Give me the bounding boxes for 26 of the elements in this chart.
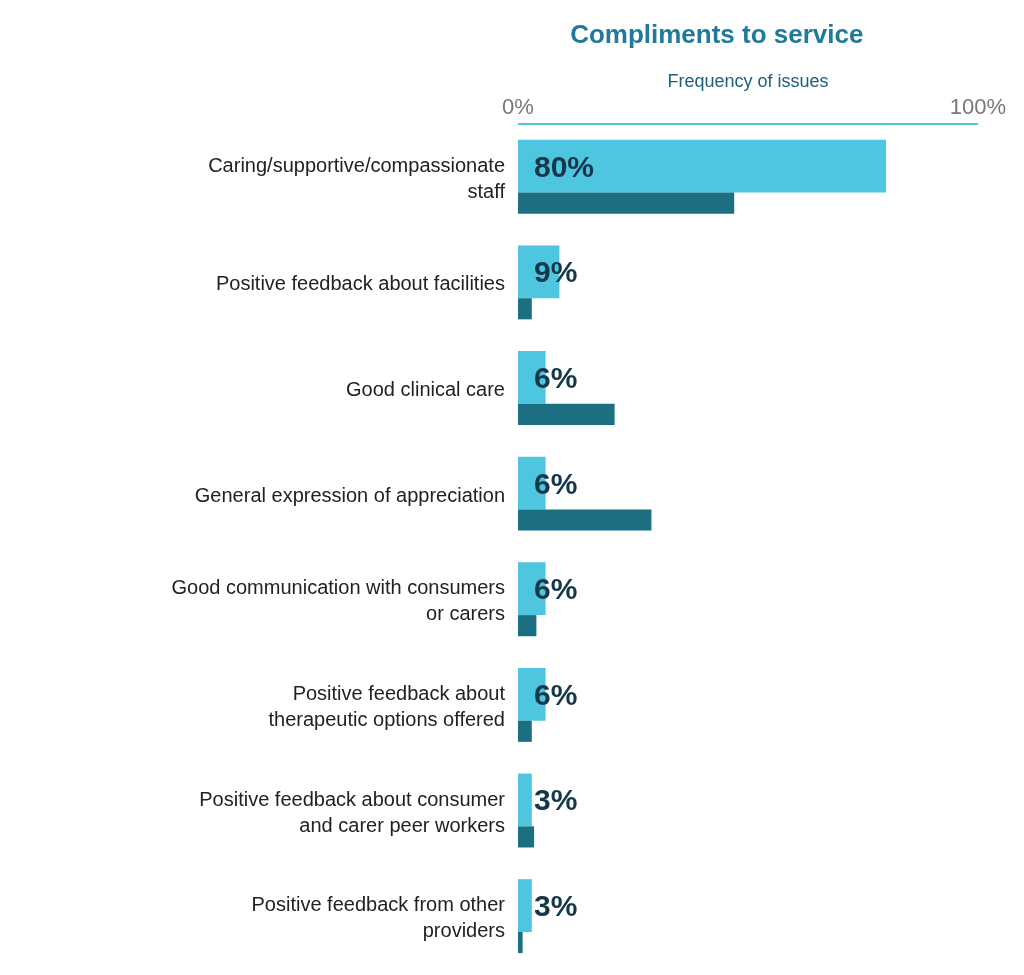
bar bbox=[518, 773, 532, 827]
data-label: 3% bbox=[534, 889, 578, 922]
x-axis-title: Frequency of issues bbox=[667, 70, 829, 91]
bar bbox=[518, 720, 532, 742]
x-tick-label: 100% bbox=[949, 94, 1007, 120]
x-tick-label: 0% bbox=[502, 94, 534, 120]
y-tick-label: Positive feedback about facilities bbox=[215, 272, 505, 295]
data-label: 3% bbox=[534, 783, 578, 816]
y-tick-label: Positive feedback about consumer and carer peer workers bbox=[199, 787, 506, 836]
bar bbox=[518, 139, 886, 193]
y-tick-label: Positive feedback about therapeutic options offered bbox=[268, 681, 506, 730]
bar bbox=[518, 509, 652, 531]
y-tick-label: Good clinical care bbox=[346, 378, 505, 401]
y-tick-label: Caring/supportive/compassionate staff bbox=[208, 153, 506, 202]
y-tick-label: Positive feedback from other providers bbox=[251, 893, 506, 942]
y-tick-label: General expression of appreciation bbox=[194, 483, 505, 506]
bar bbox=[518, 615, 537, 637]
bar bbox=[518, 403, 615, 425]
bar bbox=[518, 192, 735, 214]
bar bbox=[518, 931, 523, 954]
chart-title: Compliments to service bbox=[570, 18, 864, 49]
data-label: 80% bbox=[534, 150, 595, 183]
bar bbox=[518, 879, 532, 932]
bar bbox=[518, 298, 532, 320]
y-tick-label: Good communication with consumers or carers bbox=[171, 576, 505, 625]
bar bbox=[518, 826, 535, 848]
